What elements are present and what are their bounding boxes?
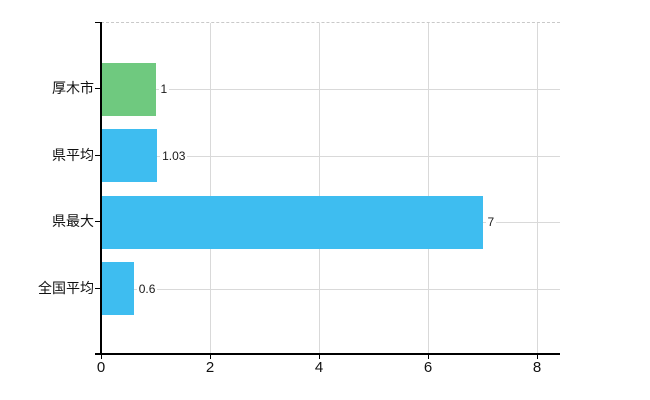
x-axis-line <box>95 353 560 355</box>
x-axis-tick <box>101 354 102 359</box>
plot-area: 1 1.03 7 0.6 <box>101 22 560 354</box>
bar-全国平均 <box>101 262 134 316</box>
y-axis-top-tick <box>95 22 101 23</box>
x-tick-label: 2 <box>205 359 215 376</box>
bar-value-label: 0.6 <box>136 280 158 297</box>
vertical-gridline <box>428 23 429 354</box>
category-label-厚木市: 厚木市 <box>52 80 94 97</box>
category-label-全国平均: 全国平均 <box>38 279 94 296</box>
bar-県最大 <box>101 195 483 249</box>
bar-厚木市 <box>101 62 156 116</box>
x-axis-tick <box>319 354 320 359</box>
horizontal-gridline <box>101 89 560 91</box>
category-label-県最大: 県最大 <box>52 213 94 230</box>
y-axis-line <box>100 22 102 354</box>
y-axis-tick <box>95 154 101 156</box>
x-tick-label: 4 <box>314 359 324 376</box>
x-tick-label: 6 <box>423 359 433 376</box>
vertical-gridline <box>319 23 320 354</box>
x-tick-label: 8 <box>532 359 542 376</box>
x-tick-label: 0 <box>96 359 106 376</box>
bar-value-label: 1.03 <box>160 147 188 164</box>
x-axis-tick <box>210 354 211 359</box>
vertical-gridline <box>537 23 538 354</box>
bar-value-label: 1 <box>158 81 170 98</box>
y-axis-tick <box>95 88 101 90</box>
bar-県平均 <box>101 129 158 183</box>
horizontal-gridline <box>101 288 560 290</box>
horizontal-gridline <box>101 155 560 157</box>
category-label-県平均: 県平均 <box>52 146 94 163</box>
y-axis-tick <box>95 221 101 223</box>
x-axis-tick <box>537 354 538 359</box>
vertical-gridline <box>210 23 211 354</box>
x-axis-tick <box>428 354 429 359</box>
y-axis-tick <box>95 287 101 289</box>
bar-value-label: 7 <box>485 214 497 231</box>
